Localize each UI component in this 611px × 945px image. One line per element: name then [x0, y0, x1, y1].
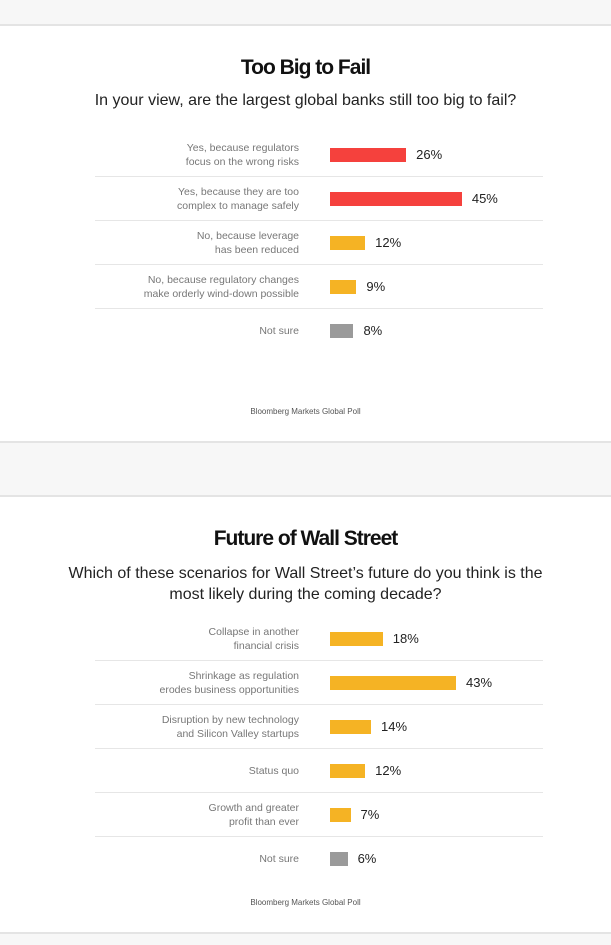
bar	[330, 720, 372, 734]
row-divider	[95, 176, 543, 177]
bar	[330, 148, 407, 162]
data-label: 14%	[381, 719, 408, 734]
row-divider	[95, 748, 543, 749]
category-label-text: Yes, because they are too complex to mana…	[177, 186, 299, 212]
bar	[330, 632, 383, 646]
chart-panel-future-of-wall-street: Future of Wall Street Which of these sce…	[0, 495, 611, 934]
bar-row: Growth and greater profit than ever 7%	[95, 793, 543, 837]
category-label-text: Not sure	[259, 325, 299, 337]
category-label: Disruption by new technology and Silicon …	[79, 705, 299, 749]
category-label: No, because regulatory changes make order…	[79, 265, 299, 309]
data-label: 18%	[392, 631, 419, 646]
bar-row: Yes, because they are too complex to mana…	[95, 177, 543, 221]
bar-row: Not sure 8%	[95, 309, 543, 353]
category-label-text: No, because leverage has been reduced	[196, 230, 299, 256]
data-label: 7%	[360, 807, 380, 822]
category-label: Growth and greater profit than ever	[79, 793, 299, 837]
category-label-text: Growth and greater profit than ever	[208, 802, 299, 828]
bar	[330, 324, 354, 338]
row-divider	[95, 660, 543, 661]
bar-row: Not sure 6%	[95, 837, 543, 881]
bar-row: No, because regulatory changes make order…	[95, 265, 543, 309]
row-divider	[95, 308, 543, 309]
bar	[330, 192, 462, 206]
data-label: 26%	[416, 147, 443, 162]
chart-source: Bloomberg Markets Global Poll	[250, 407, 361, 416]
category-label-text: Collapse in another financial crisis	[208, 626, 299, 652]
category-label-text: Yes, because regulators focus on the wron…	[185, 142, 299, 168]
bar	[330, 852, 348, 866]
bar	[330, 676, 456, 690]
category-label: Yes, because regulators focus on the wron…	[79, 133, 299, 177]
data-label: 9%	[366, 279, 386, 294]
bar	[330, 764, 366, 778]
category-label: Collapse in another financial crisis	[79, 617, 299, 661]
bar	[330, 808, 351, 822]
category-label-text: Disruption by new technology and Silicon …	[161, 714, 299, 740]
category-label: Not sure	[79, 309, 299, 353]
category-label: Shrinkage as regulation erodes business o…	[79, 661, 299, 705]
row-divider	[95, 792, 543, 793]
chart-source: Bloomberg Markets Global Poll	[250, 898, 361, 907]
category-label-text: Status quo	[248, 765, 299, 777]
chart-subtitle: In your view, are the largest global ban…	[94, 92, 517, 109]
data-label: 6%	[357, 851, 377, 866]
bar-row: Yes, because regulators focus on the wron…	[95, 133, 543, 177]
category-label: Status quo	[79, 749, 299, 793]
bar	[330, 236, 366, 250]
data-label: 43%	[465, 675, 493, 690]
category-label: Not sure	[79, 837, 299, 881]
bar-row: No, because leverage has been reduced 12%	[95, 221, 543, 265]
row-divider	[95, 836, 543, 837]
bar-row: Collapse in another financial crisis 18%	[95, 617, 543, 661]
chart-subtitle: Which of these scenarios for Wall Street…	[68, 565, 543, 603]
data-label: 12%	[375, 763, 402, 778]
chart-title: Too Big to Fail	[240, 56, 371, 79]
category-label-text: No, because regulatory changes make order…	[143, 274, 299, 300]
bar-row: Status quo 12%	[95, 749, 543, 793]
data-label: 8%	[363, 323, 383, 338]
bar	[330, 280, 357, 294]
bar-row: Disruption by new technology and Silicon …	[95, 705, 543, 749]
data-label: 45%	[471, 191, 498, 206]
data-label: 12%	[375, 235, 402, 250]
row-divider	[95, 220, 543, 221]
category-label: No, because leverage has been reduced	[79, 221, 299, 265]
bar-row: Shrinkage as regulation erodes business o…	[95, 661, 543, 705]
row-divider	[95, 264, 543, 265]
chart-panel-too-big-to-fail: Too Big to Fail In your view, are the la…	[0, 24, 611, 443]
category-label: Yes, because they are too complex to mana…	[79, 177, 299, 221]
category-label-text: Shrinkage as regulation erodes business o…	[159, 670, 299, 696]
category-label-text: Not sure	[259, 853, 299, 865]
row-divider	[95, 704, 543, 705]
chart-title: Future of Wall Street	[213, 527, 399, 550]
